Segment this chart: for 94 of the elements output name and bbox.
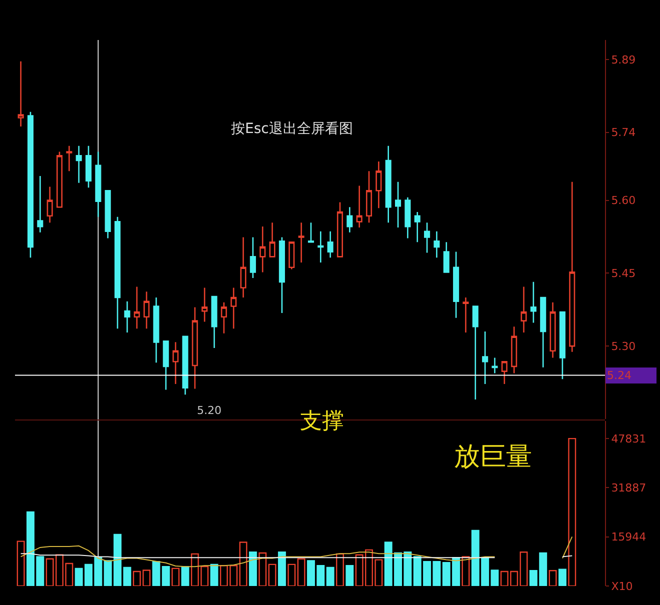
candlestick (356, 185, 362, 228)
candlestick (211, 296, 218, 349)
candlestick (250, 236, 256, 279)
bar (16, 540, 25, 586)
candlestick (569, 181, 576, 353)
candlestick (95, 151, 102, 218)
annotation: 按Esc退出全屏看图 (231, 121, 353, 137)
bar (239, 542, 248, 586)
candlestick (559, 311, 566, 380)
bar (326, 566, 334, 586)
y-tick-label: 47831 (611, 432, 646, 446)
candlestick (27, 111, 34, 258)
candlestick (114, 216, 121, 330)
candlestick (443, 241, 450, 273)
candlestick (288, 241, 295, 270)
candlestick (153, 296, 160, 364)
candlestick (462, 296, 469, 334)
candlestick (172, 342, 179, 385)
bar (346, 565, 354, 586)
candlestick (385, 145, 392, 224)
candlestick (520, 286, 527, 334)
candlestick (298, 222, 304, 264)
candlestick (76, 145, 82, 184)
candlestick (37, 175, 44, 234)
candlestick (346, 206, 353, 234)
y-tick-label: 5.60 (611, 194, 636, 208)
bar (558, 568, 566, 586)
y-tick-label: 5.45 (611, 267, 636, 280)
candlestick (18, 60, 24, 128)
candlestick (278, 236, 285, 314)
candlestick (472, 306, 478, 400)
bar (297, 558, 306, 586)
candlestick (492, 357, 498, 374)
candlestick (336, 202, 343, 258)
bar (248, 552, 257, 586)
bar (210, 564, 218, 586)
candlestick (434, 230, 440, 258)
bar (288, 564, 296, 586)
candlestick (424, 222, 430, 254)
bar (152, 561, 160, 586)
bar (568, 438, 576, 586)
y-tick-label: 15944 (611, 530, 646, 544)
bar (336, 553, 344, 586)
candlestick (550, 302, 556, 358)
candlestick (56, 151, 63, 208)
y-tick-label: X10 (611, 580, 633, 593)
candlestick (230, 287, 237, 330)
candlestick (124, 300, 130, 334)
candlestick (366, 170, 372, 224)
candlestick (511, 326, 518, 374)
candlestick (308, 222, 314, 243)
y-tick-label: 5.89 (611, 53, 636, 66)
candlestick (240, 236, 246, 298)
candlestick (192, 306, 198, 390)
candlestick (182, 336, 188, 396)
candlestick (220, 302, 227, 334)
candlestick (327, 230, 334, 258)
y-tick-label: 5.74 (611, 126, 636, 140)
y-tick-label: 5.30 (611, 340, 636, 353)
candlestick (482, 330, 488, 385)
bar (278, 552, 286, 586)
annotation: 放巨量 (454, 442, 532, 472)
bar (162, 566, 170, 586)
candlestick (453, 251, 460, 319)
bar (548, 570, 557, 586)
candlestick (134, 286, 140, 330)
candlestick (395, 181, 402, 228)
candlestick (46, 186, 53, 224)
candlestick (414, 211, 420, 243)
candlestick (162, 340, 169, 390)
candlestick (530, 281, 536, 324)
bar (520, 552, 528, 586)
candlestick (260, 226, 266, 273)
annotation: 5.20 (197, 404, 222, 417)
bar (172, 568, 180, 586)
bar (268, 564, 276, 586)
bar (181, 566, 190, 586)
ref-line-label: 5.24 (607, 369, 632, 382)
annotation: 支撑 (300, 409, 344, 434)
candlestick (269, 222, 276, 258)
bar (490, 570, 499, 586)
candlestick (104, 190, 111, 239)
candlestick (376, 160, 382, 209)
candlestick (540, 296, 546, 368)
candlestick (202, 287, 208, 322)
candlestick (85, 145, 92, 188)
bar (462, 556, 470, 586)
candlestick (144, 290, 150, 330)
candlestick (66, 145, 72, 172)
bar (258, 552, 267, 586)
candlestick (501, 360, 508, 385)
candlestick (404, 196, 411, 239)
candlestick (318, 230, 324, 264)
y-tick-label: 31887 (611, 482, 646, 495)
